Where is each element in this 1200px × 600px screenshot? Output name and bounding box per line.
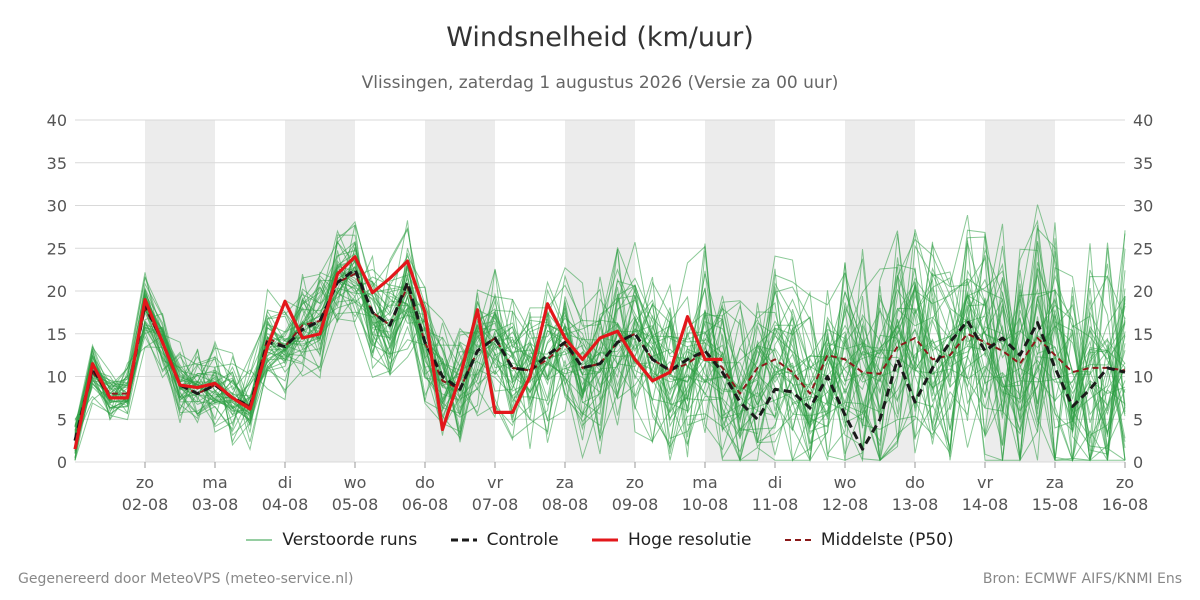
x-tick-date: 13-08 [892,495,939,514]
y-tick-label-right: 25 [1133,239,1153,258]
y-tick-label-right: 40 [1133,111,1153,130]
chart-legend: Verstoorde runs Controle Hoge resolutie … [0,530,1200,550]
footer-generated-by: Gegenereerd door MeteoVPS (meteo-service… [18,571,354,587]
x-tick-date: 08-08 [542,495,589,514]
member-series [74,267,1126,446]
member-series [74,226,1126,462]
member-series [74,243,1126,461]
y-tick-label-left: 40 [47,111,67,130]
y-axis-left: 0 5 10 15 20 25 30 35 40 [47,111,67,472]
member-series [74,270,1126,437]
legend-item-median: Middelste (P50) [784,530,954,550]
highres-line [73,255,723,450]
x-tick-date: 06-08 [402,495,449,514]
x-tick-date: 14-08 [962,495,1009,514]
x-tick-day: wo [834,473,857,492]
x-tick-date: 04-08 [262,495,309,514]
x-tick-date: 11-08 [752,495,799,514]
y-tick-label-right: 5 [1133,410,1143,429]
legend-highres-swatch [591,538,618,542]
member-series [74,273,1126,439]
chart-title: Windsnelheid (km/uur) [446,22,754,53]
y-tick-label-left: 20 [47,282,67,301]
x-tick-day: zo [626,473,644,492]
x-tick-date: 16-08 [1102,495,1149,514]
x-axis: zo 02-08 ma 03-08 di 04-08 wo 05-08 do 06-08 vr 07-… [122,462,1149,514]
x-tick-day: zo [136,473,154,492]
y-tick-label-left: 30 [47,197,67,216]
legend-item-control: Controle [450,530,559,550]
x-tick-day: wo [344,473,367,492]
x-tick-day: za [556,473,574,492]
member-series [74,241,1126,434]
median-line [74,272,1126,441]
legend-median-swatch [784,539,811,541]
x-tick-day: vr [487,473,503,492]
member-series [74,224,1126,462]
x-tick-date: 12-08 [822,495,869,514]
y-tick-label-right: 20 [1133,282,1153,301]
member-series [74,259,1126,437]
y-tick-label-left: 5 [57,410,67,429]
highres-series [73,255,723,450]
member-series [74,234,1126,462]
legend-item-highres: Hoge resolutie [591,530,752,550]
footer-source: Bron: ECMWF AIFS/KNMI Ens [982,571,1182,587]
legend-median-label: Middelste (P50) [820,530,954,550]
legend-members-label: Verstoorde runs [282,530,418,550]
y-tick-label-left: 25 [47,239,67,258]
y-tick-label-left: 35 [47,154,67,173]
legend-control-swatch [450,538,477,542]
x-tick-day: di [768,473,783,492]
x-tick-date: 09-08 [612,495,659,514]
y-tick-label-right: 35 [1133,154,1153,173]
y-tick-label-left: 15 [47,325,67,344]
y-tick-label-left: 0 [57,453,67,472]
x-tick-day: di [278,473,293,492]
y-tick-label-right: 30 [1133,197,1153,216]
x-tick-day: do [905,473,925,492]
x-tick-day: ma [692,473,717,492]
y-tick-label-right: 10 [1133,368,1153,387]
y-axis-right: 0 5 10 15 20 25 30 35 40 [1133,111,1153,472]
x-tick-date: 07-08 [472,495,519,514]
x-tick-day: ma [202,473,227,492]
y-tick-label-right: 0 [1133,453,1143,472]
y-tick-label-right: 15 [1133,325,1153,344]
member-series [74,225,1126,461]
legend-members-swatch [246,539,273,541]
x-tick-day: do [415,473,435,492]
x-tick-date: 15-08 [1032,495,1079,514]
legend-item-members: Verstoorde runs [246,530,417,550]
x-tick-day: za [1046,473,1064,492]
legend-highres-label: Hoge resolutie [627,530,752,550]
member-series [74,249,1126,447]
x-tick-day: vr [977,473,993,492]
median-series [74,272,1126,441]
x-tick-date: 03-08 [192,495,239,514]
chart-subtitle: Vlissingen, zaterdag 1 augustus 2026 (Ve… [361,73,839,93]
legend-control-label: Controle [486,530,559,550]
x-tick-date: 05-08 [332,495,379,514]
x-tick-date: 02-08 [122,495,169,514]
x-tick-day: zo [1116,473,1134,492]
x-tick-date: 10-08 [682,495,729,514]
member-series [74,220,1126,461]
y-tick-label-left: 10 [47,368,67,387]
